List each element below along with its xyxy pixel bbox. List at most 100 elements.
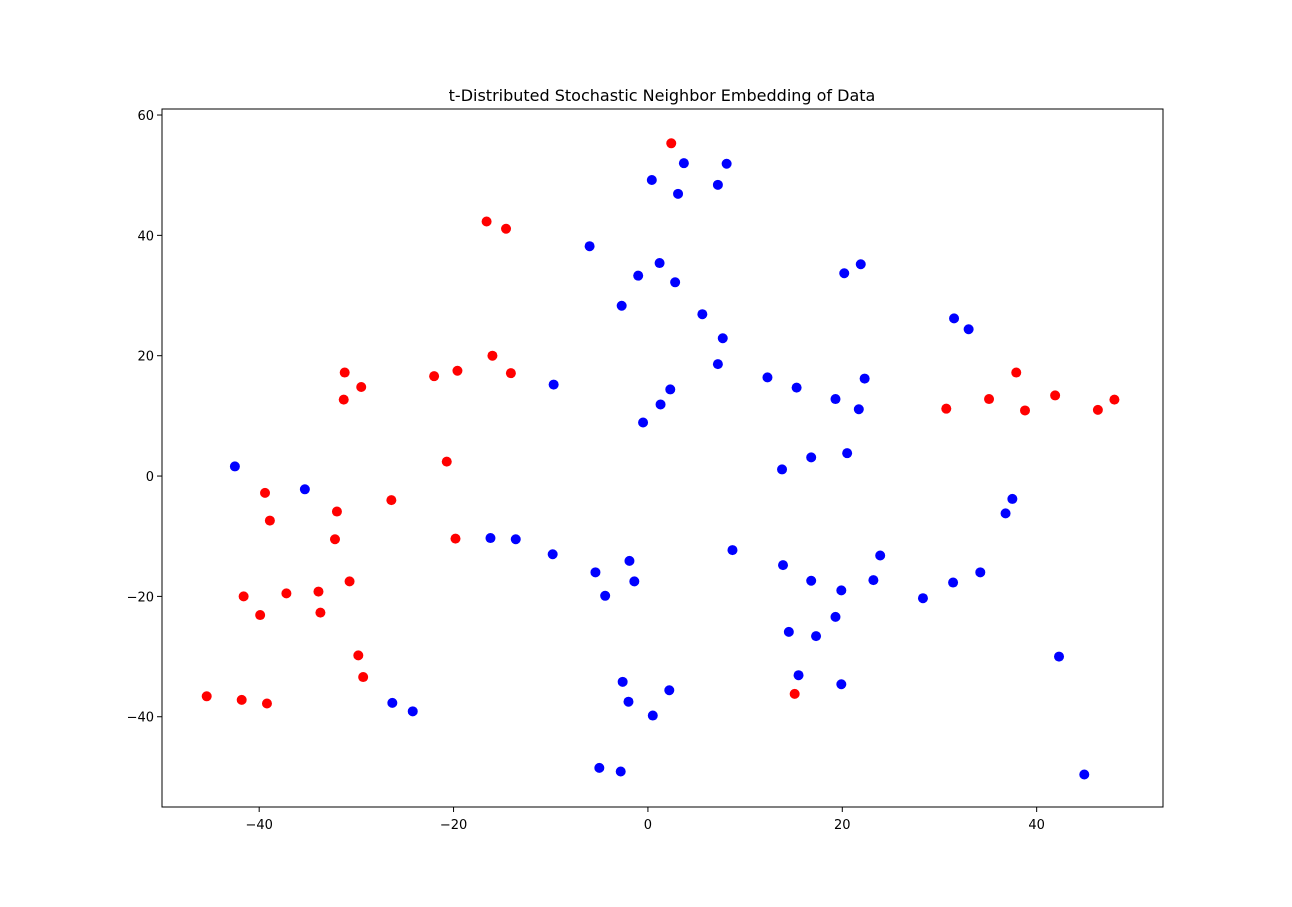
data-point — [260, 487, 271, 498]
data-point — [510, 534, 521, 545]
data-point — [727, 545, 738, 556]
data-point — [315, 607, 326, 618]
data-point — [344, 576, 355, 587]
data-point — [501, 223, 512, 234]
data-point — [481, 216, 492, 227]
data-point — [830, 611, 841, 622]
x-tick-label: 0 — [644, 818, 652, 833]
data-point — [806, 575, 817, 586]
data-point — [975, 567, 986, 578]
data-point — [356, 381, 367, 392]
y-tick-label: 20 — [137, 350, 154, 365]
data-point — [1050, 390, 1061, 401]
series-0 — [201, 138, 1120, 709]
data-point — [948, 577, 959, 588]
data-point — [387, 697, 398, 708]
data-point — [984, 394, 995, 405]
data-point — [594, 762, 605, 773]
data-point — [485, 533, 496, 544]
data-point — [1011, 367, 1022, 378]
data-point — [548, 379, 559, 390]
data-point — [615, 766, 626, 777]
data-point — [778, 560, 789, 571]
data-point — [1007, 493, 1018, 504]
data-point — [299, 484, 310, 495]
data-points — [201, 138, 1120, 780]
data-point — [654, 258, 665, 269]
data-point — [793, 670, 804, 681]
data-point — [338, 394, 349, 405]
data-point — [450, 533, 461, 544]
data-point — [678, 158, 689, 169]
y-axis: −40 −20 0 20 40 60 — [127, 109, 162, 726]
data-point — [670, 277, 681, 288]
x-tick-label: 40 — [1028, 818, 1045, 833]
x-tick-label: −40 — [245, 818, 272, 833]
data-point — [358, 672, 369, 683]
data-point — [331, 506, 342, 517]
data-point — [836, 585, 847, 596]
data-point — [353, 650, 364, 661]
data-point — [624, 555, 635, 566]
data-point — [783, 626, 794, 637]
data-point — [407, 706, 418, 717]
data-point — [791, 382, 802, 393]
data-point — [1109, 394, 1120, 405]
data-point — [623, 696, 634, 707]
data-point — [633, 270, 644, 281]
data-point — [917, 593, 928, 604]
data-point — [590, 567, 601, 578]
data-point — [717, 333, 728, 344]
data-point — [941, 403, 952, 414]
data-point — [646, 175, 657, 186]
chart-title: t-Distributed Stochastic Neighbor Embedd… — [449, 86, 876, 105]
data-point — [429, 371, 440, 382]
series-1 — [229, 158, 1090, 780]
data-point — [617, 676, 628, 687]
data-point — [638, 417, 649, 428]
data-point — [875, 550, 886, 561]
data-point — [229, 461, 240, 472]
data-point — [547, 549, 558, 560]
data-point — [201, 691, 212, 702]
data-point — [842, 448, 853, 459]
data-point — [697, 309, 708, 320]
data-point — [712, 179, 723, 190]
data-point — [313, 586, 324, 597]
data-point — [264, 515, 275, 526]
data-point — [255, 610, 266, 621]
data-point — [584, 241, 595, 252]
x-tick-label: −20 — [440, 818, 467, 833]
data-point — [721, 158, 732, 169]
data-point — [777, 464, 788, 475]
data-point — [949, 313, 960, 324]
data-point — [762, 372, 773, 383]
data-point — [868, 575, 879, 586]
data-point — [664, 685, 675, 696]
data-point — [665, 384, 676, 395]
data-point — [487, 350, 498, 361]
data-point — [261, 698, 272, 709]
data-point — [839, 268, 850, 279]
data-point — [836, 679, 847, 690]
y-tick-label: 40 — [137, 229, 154, 244]
data-point — [673, 188, 684, 199]
y-tick-label: 0 — [146, 470, 154, 485]
data-point — [806, 452, 817, 463]
data-point — [1019, 405, 1030, 416]
data-point — [853, 404, 864, 415]
data-point — [855, 259, 866, 270]
data-point — [329, 534, 340, 545]
data-point — [1079, 769, 1090, 780]
y-tick-label: −40 — [127, 711, 154, 726]
data-point — [386, 495, 397, 506]
data-point — [666, 138, 677, 149]
data-point — [441, 456, 452, 467]
y-tick-label: 60 — [137, 109, 154, 124]
data-point — [629, 576, 640, 587]
data-point — [236, 694, 247, 705]
data-point — [811, 631, 822, 642]
y-tick-label: −20 — [127, 590, 154, 605]
data-point — [963, 324, 974, 335]
